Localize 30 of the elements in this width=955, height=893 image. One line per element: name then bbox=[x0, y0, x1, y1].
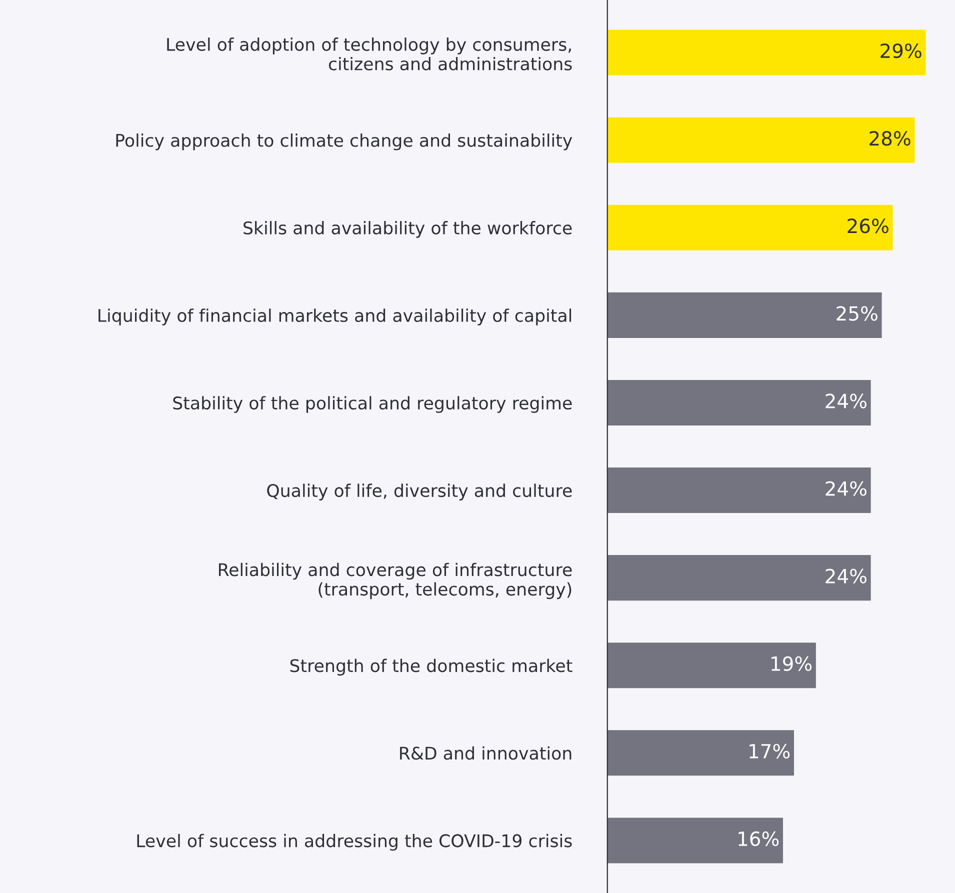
data-label: 17% bbox=[750, 744, 790, 759]
data-label: 24% bbox=[826, 481, 866, 496]
data-label: 25% bbox=[836, 306, 878, 321]
bar bbox=[607, 292, 882, 338]
y-tick-label: Liquidity of financial markets and availability of capital bbox=[98, 308, 572, 326]
data-label: 16% bbox=[738, 831, 779, 846]
y-tick-label: R&D and innovation bbox=[400, 746, 572, 760]
bar bbox=[607, 204, 893, 250]
data-label: 26% bbox=[848, 218, 888, 234]
y-tick-label: Stability of the political and regulatory regime bbox=[173, 396, 572, 413]
bar bbox=[607, 468, 871, 514]
y-tick-label: Quality of life, diversity and culture bbox=[267, 484, 572, 500]
y-tick-label: Policy approach to climate change and sustainability bbox=[116, 133, 572, 150]
data-label: 24% bbox=[826, 568, 866, 584]
bar bbox=[607, 642, 816, 688]
bar bbox=[607, 730, 794, 776]
bar bbox=[607, 555, 871, 601]
bar bbox=[607, 30, 926, 76]
y-tick-label: Skills and availability of the workforce bbox=[244, 221, 572, 238]
bar bbox=[607, 117, 915, 163]
bar bbox=[607, 818, 784, 864]
y-tick-label: Reliability and coverage of infrastructure (transport, telecoms, energy) bbox=[218, 562, 572, 600]
y-tick-label: Strength of the domestic market bbox=[290, 658, 572, 676]
data-label: 28% bbox=[870, 131, 910, 146]
y-tick-label: Level of adoption of technology by consumers, citizens and administrations bbox=[167, 38, 572, 70]
data-label: 19% bbox=[772, 656, 812, 672]
bar bbox=[607, 380, 871, 426]
y-tick-label: Level of success in addressing the COVID-19 crisis bbox=[137, 834, 572, 851]
data-label: 29% bbox=[880, 43, 922, 58]
data-label: 24% bbox=[826, 394, 866, 408]
